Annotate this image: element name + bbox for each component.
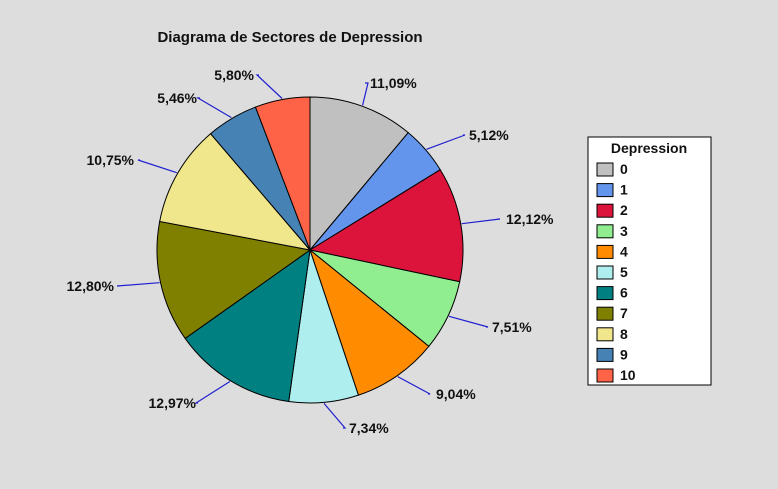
legend-items: 0 1 2 3 4 5 6 7 8 9 10 [596,161,636,383]
pie-slice-4 [308,248,430,396]
leader-line-0 [362,82,369,106]
percent-label-3: 7,51% [492,319,532,335]
legend-swatch-6 [596,286,614,301]
leader-line-8 [137,159,177,174]
percent-label-1: 5,12% [469,127,509,143]
leader-line-6 [193,380,231,404]
legend-swatch-1 [596,183,614,198]
legend-label-1: 1 [620,182,628,198]
legend-swatch-0 [596,162,614,177]
leader-line-5 [323,403,347,429]
percent-label-2: 12,12% [506,211,554,227]
legend-label-5: 5 [620,264,628,280]
legend-swatch-2 [596,203,614,218]
legend-label-3: 3 [620,223,628,239]
pie-slice-2 [308,169,464,283]
percent-label-7: 12,80% [67,278,115,294]
percent-label-0: 11,09% [370,75,417,91]
legend-title: Depression [611,140,687,156]
legend-swatch-5 [596,265,614,280]
legend: Depression 0 1 2 3 4 5 6 7 8 9 10 [587,136,712,386]
legend-label-4: 4 [620,243,628,259]
leader-line-4 [397,376,431,395]
percent-labels: 11,09% 5,12% 12,12% 7,51% 9,04% 7,34% 12,97% 12… [67,67,555,436]
legend-label-10: 10 [620,367,636,383]
percent-label-4: 9,04% [436,386,476,402]
pie-slices [156,96,464,404]
pie-slice-6 [184,248,311,403]
legend-box [587,136,712,386]
percent-label-8: 10,75% [87,152,135,168]
leader-line-2 [461,218,501,225]
leader-lines [116,74,501,429]
legend-label-0: 0 [620,161,628,177]
legend-label-7: 7 [620,305,628,321]
legend-swatch-4 [596,244,614,259]
legend-label-2: 2 [620,202,628,218]
pie-slice-8 [159,133,312,251]
leader-line-1 [426,134,466,150]
percent-label-9: 5,46% [157,90,197,106]
leader-line-3 [448,315,489,328]
legend-label-6: 6 [620,285,628,301]
legend-label-9: 9 [620,346,628,362]
legend-label-8: 8 [620,326,628,342]
legend-swatch-7 [596,306,614,321]
legend-swatch-8 [596,327,614,342]
legend-swatch-9 [596,347,614,362]
pie-slice-10 [254,96,311,251]
percent-label-10: 5,80% [214,67,254,83]
pie-slice-0 [309,96,409,252]
chart-title: Diagrama de Sectores de Depression [157,29,422,46]
pie-slice-7 [156,220,312,340]
percent-label-6: 12,97% [149,395,197,411]
leader-line-10 [255,74,283,99]
legend-swatch-10 [596,368,614,383]
percent-label-5: 7,34% [349,420,389,436]
leader-line-7 [116,282,160,287]
legend-swatch-3 [596,224,614,239]
leader-line-9 [195,97,232,119]
